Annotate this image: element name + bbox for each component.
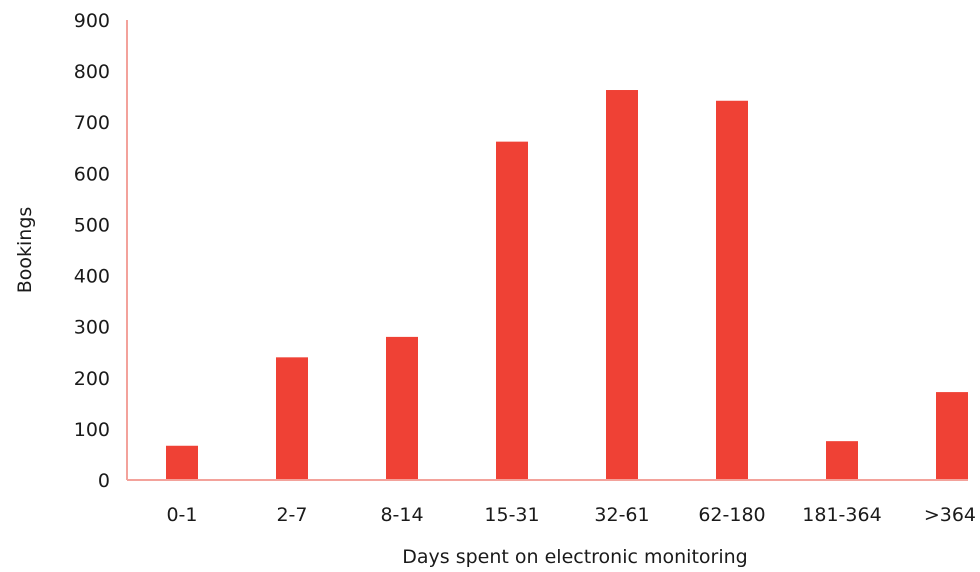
x-tick-label: 8-14 [380, 504, 423, 526]
bar [496, 141, 528, 480]
y-axis-ticks: 0 100 200 300 400 500 600 700 800 900 [74, 10, 110, 492]
bar [276, 357, 308, 480]
x-axis-title: Days spent on electronic monitoring [402, 546, 747, 568]
bar [606, 90, 638, 481]
bar [386, 336, 418, 480]
y-tick-label: 900 [74, 10, 110, 32]
y-tick-label: 600 [74, 163, 110, 185]
x-tick-label: 2-7 [276, 504, 307, 526]
x-tick-label: 32-61 [594, 504, 649, 526]
bars [166, 90, 968, 481]
x-tick-label: >364 [924, 504, 976, 526]
y-tick-label: 300 [74, 317, 110, 339]
y-tick-label: 500 [74, 214, 110, 236]
y-tick-label: 700 [74, 112, 110, 134]
x-tick-label: 0-1 [166, 504, 197, 526]
y-tick-label: 200 [74, 368, 110, 390]
x-axis-ticks: 0-1 2-7 8-14 15-31 32-61 62-180 181-364 >364 [166, 504, 976, 526]
bar [716, 100, 748, 480]
x-tick-label: 15-31 [484, 504, 539, 526]
x-tick-label: 181-364 [802, 504, 881, 526]
y-tick-label: 800 [74, 61, 110, 83]
y-tick-label: 100 [74, 419, 110, 441]
y-tick-label: 0 [98, 470, 110, 492]
bar [166, 445, 198, 480]
bar [936, 392, 968, 480]
bar [826, 441, 858, 480]
x-tick-label: 62-180 [698, 504, 765, 526]
y-axis-title: Bookings [14, 207, 36, 294]
y-tick-label: 400 [74, 266, 110, 288]
